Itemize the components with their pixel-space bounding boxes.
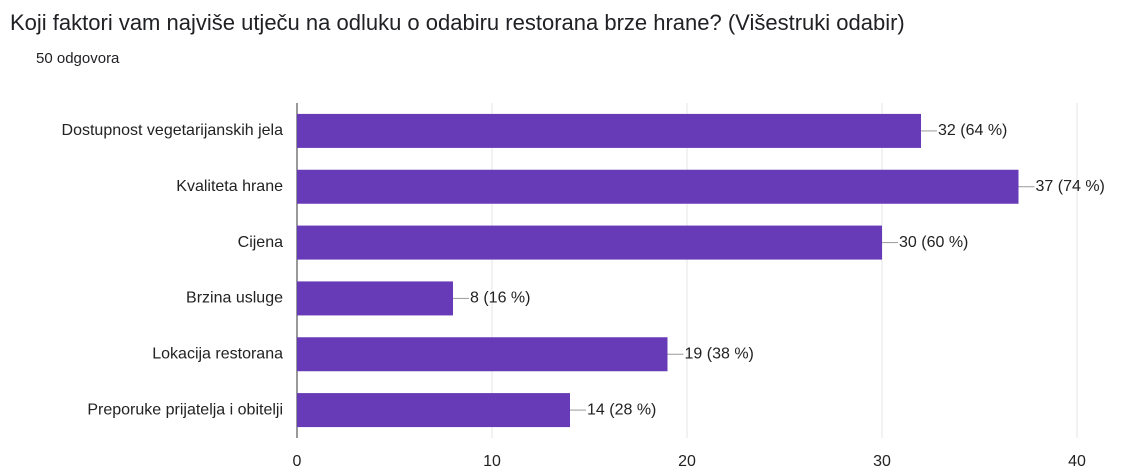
y-tick-label: Cijena — [238, 234, 283, 251]
data-label: 19 (38 %) — [685, 345, 754, 362]
x-tick-label: 20 — [678, 453, 696, 470]
x-tick-label: 10 — [483, 453, 501, 470]
bar — [297, 113, 921, 148]
data-label: 14 (28 %) — [587, 401, 656, 418]
data-label: 8 (16 %) — [470, 290, 530, 307]
data-label: 37 (74 %) — [1036, 178, 1105, 195]
y-tick-label: Dostupnost vegetarijanskih jela — [62, 122, 284, 139]
data-label: 30 (60 %) — [899, 234, 968, 251]
y-tick-label: Lokacija restorana — [152, 345, 283, 362]
bar — [297, 337, 668, 372]
chart-subtitle: 50 odgovora — [36, 50, 120, 67]
bar — [297, 225, 882, 260]
bar — [297, 281, 453, 316]
x-tick-label: 40 — [1068, 453, 1086, 470]
x-tick-label: 0 — [293, 453, 302, 470]
y-tick-label: Brzina usluge — [186, 290, 283, 307]
y-tick-label: Kvaliteta hrane — [176, 178, 283, 195]
x-tick-label: 30 — [873, 453, 891, 470]
data-label: 32 (64 %) — [938, 122, 1007, 139]
bar — [297, 393, 570, 428]
bar — [297, 169, 1019, 204]
y-tick-label: Preporuke prijatelja i obitelji — [87, 401, 283, 418]
chart-title: Koji faktori vam najviše utječu na odluk… — [10, 10, 905, 35]
